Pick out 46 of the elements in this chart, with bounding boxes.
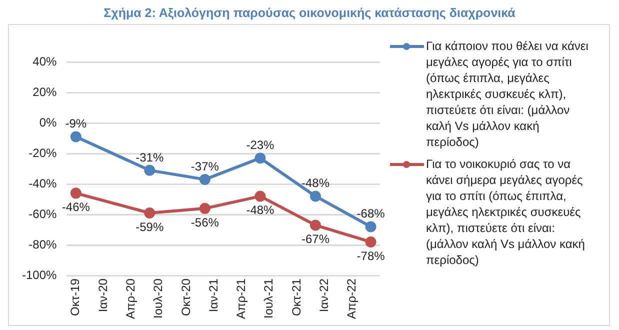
data-label: -56% — [190, 215, 220, 230]
x-tick-label: Ιουλ-20 — [151, 278, 166, 318]
legend-label: Για το νοικοκυριό σας το να κάνει σήμερα μεγάλες αγορές για το σπίτι (όπως έπιπλα, μεγάλες ηλεκτρικές συσκευές κλπ), πιστεύετε ότι είναι: (μάλλον καλή Vs μάλλον κακή περίοδος) — [426, 156, 586, 268]
point — [144, 208, 156, 219]
data-label: -59% — [136, 220, 164, 234]
data-label: -37% — [190, 159, 220, 174]
point — [254, 152, 266, 164]
data-label: -31% — [136, 150, 164, 164]
y-tick-label: -100% — [22, 268, 58, 282]
y-tick-label: -60% — [28, 206, 58, 221]
x-tick-label: Οκτ-19 — [68, 278, 82, 316]
y-tick-label: 0% — [39, 115, 58, 130]
x-tick-label: Οκτ-21 — [289, 278, 304, 316]
x-tick-label: Ιαν-20 — [96, 278, 110, 312]
point — [70, 188, 82, 199]
point — [310, 190, 321, 202]
y-tick-label: -20% — [28, 146, 58, 160]
x-tick-label: Ιαν-21 — [206, 278, 220, 312]
y-tick-label: -80% — [28, 237, 58, 252]
point — [199, 174, 210, 185]
y-tick-label: 40% — [32, 54, 58, 68]
data-label: -68% — [356, 206, 386, 221]
point — [365, 221, 376, 232]
legend-label: Για κάποιον που θέλει να κάνει μεγάλες αγορές για το σπίτι (όπως έπιπλα, μεγάλες ηλεκτρικές συσκευές κλπ), πιστεύετε ότι είναι: (μάλλον καλή Vs μάλλον κακή περίοδος) — [426, 38, 590, 150]
y-tick-label: 20% — [32, 84, 58, 99]
x-tick-label: Οκτ-20 — [178, 278, 193, 316]
point — [254, 190, 266, 202]
point — [365, 236, 376, 248]
point — [199, 202, 210, 214]
x-tick-label: Ιαν-22 — [317, 278, 332, 312]
x-tick-label: Απρ-22 — [344, 278, 359, 319]
y-tick-label: -40% — [28, 176, 58, 190]
x-tick-label: Απρ-21 — [234, 278, 248, 319]
x-tick-label: Απρ-20 — [124, 278, 138, 319]
x-tick-label: Ιουλ-21 — [262, 278, 276, 318]
chart-title: Σχήμα 2: Αξιολόγηση παρούσας οικονομικής κατάστασης διαχρονικά — [102, 6, 516, 20]
data-label: -46% — [62, 200, 90, 214]
data-label: -67% — [301, 232, 330, 246]
point — [70, 131, 82, 142]
data-label: -48% — [301, 176, 330, 190]
data-label: -9% — [65, 116, 87, 131]
data-label: -78% — [356, 248, 386, 263]
data-label: -23% — [246, 138, 275, 152]
point — [144, 164, 156, 176]
data-label: -48% — [246, 203, 275, 218]
point — [310, 220, 321, 231]
